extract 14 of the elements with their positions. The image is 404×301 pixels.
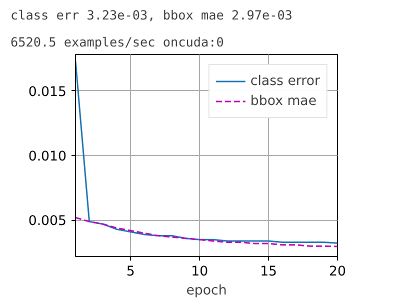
- x-tick-label: 20: [329, 264, 346, 280]
- y-tick-label: 0.005: [28, 214, 66, 230]
- chart-subtitle: 6520.5 examples/sec oncuda:0: [10, 34, 224, 50]
- x-axis-title: epoch: [186, 284, 227, 298]
- x-tick-label: 10: [191, 264, 208, 280]
- line-series: [76, 216, 338, 248]
- legend-label: bbox mae: [250, 94, 317, 108]
- x-tick-label: 15: [260, 264, 278, 280]
- legend-label: class error: [250, 74, 320, 88]
- chart-title: class err 3.23e-03, bbox mae 2.97e-03: [10, 8, 292, 22]
- y-tick-label: 0.015: [28, 84, 66, 100]
- line-series: [76, 60, 338, 244]
- x-tick-label: 5: [126, 264, 135, 280]
- y-tick-label: 0.010: [28, 150, 66, 164]
